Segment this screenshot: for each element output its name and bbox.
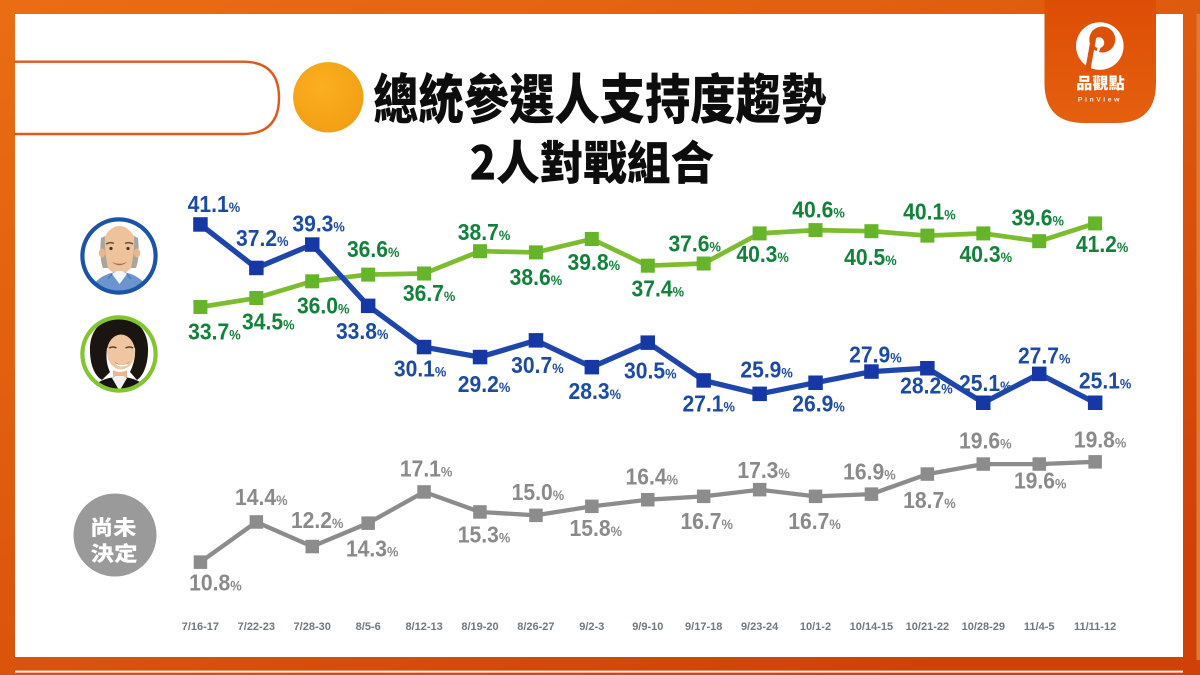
svg-text:11/4-5: 11/4-5 [1024,621,1055,633]
svg-text:40.3%: 40.3% [960,241,1013,267]
svg-text:11/11-12: 11/11-12 [1074,621,1116,633]
svg-text:10/28-29: 10/28-29 [962,621,1005,633]
svg-text:8/5-6: 8/5-6 [356,621,381,633]
svg-text:10/14-15: 10/14-15 [850,621,893,633]
svg-text:7/16-17: 7/16-17 [182,621,219,633]
svg-text:8/19-20: 8/19-20 [461,621,498,633]
svg-text:25.1%: 25.1% [1079,368,1132,394]
svg-text:7/28-30: 7/28-30 [294,621,331,633]
svg-text:37.2%: 37.2% [236,225,289,251]
svg-text:9/2-3: 9/2-3 [579,621,604,633]
svg-text:30.5%: 30.5% [624,358,677,384]
svg-text:PinView: PinView [1078,97,1122,104]
svg-text:10/21-22: 10/21-22 [906,621,949,633]
svg-text:9/23-24: 9/23-24 [741,621,779,633]
svg-text:8/12-13: 8/12-13 [405,621,442,633]
svg-text:28.2%: 28.2% [900,372,953,398]
svg-text:7/22-23: 7/22-23 [238,621,275,633]
svg-text:10/1-2: 10/1-2 [800,621,831,633]
svg-text:9/17-18: 9/17-18 [685,621,722,633]
svg-text:9/9-10: 9/9-10 [632,621,663,633]
svg-text:8/26-27: 8/26-27 [517,621,554,633]
